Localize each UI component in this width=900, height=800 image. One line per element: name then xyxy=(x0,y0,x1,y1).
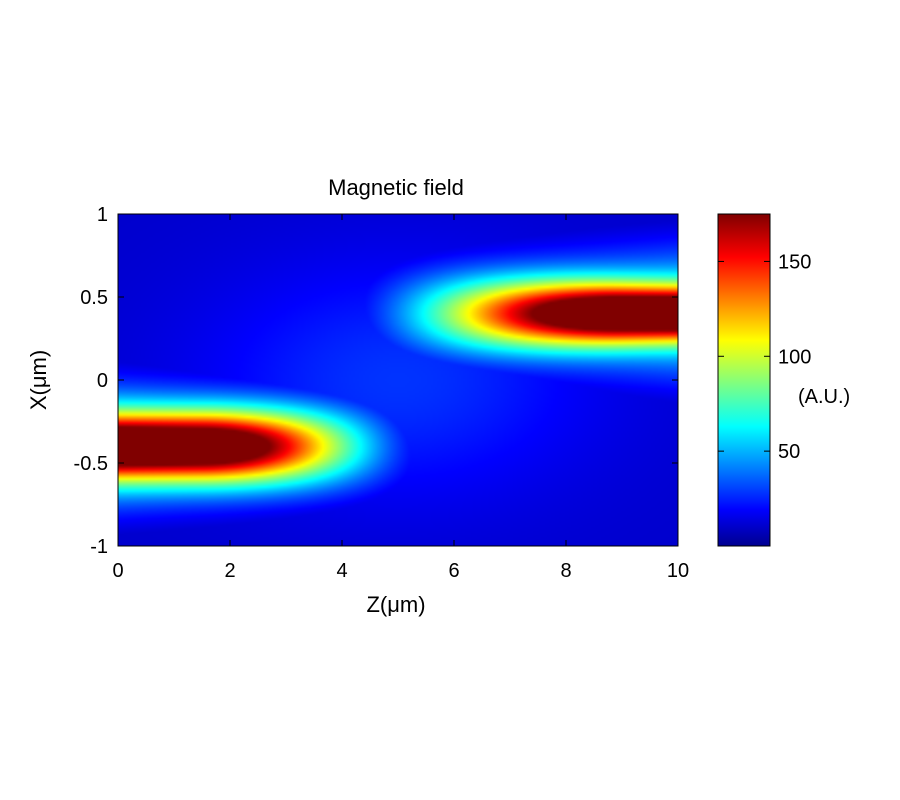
plot-area xyxy=(118,214,678,546)
x-tick-label: 0 xyxy=(112,560,123,582)
x-tick-label: 10 xyxy=(667,560,689,582)
x-tick-label: 2 xyxy=(224,560,235,582)
x-tick-label: 6 xyxy=(448,560,459,582)
x-tick-label: 8 xyxy=(560,560,571,582)
colorbar-tick-label: 100 xyxy=(778,346,811,368)
y-tick-label: -0.5 xyxy=(74,453,108,475)
y-tick-label: 0.5 xyxy=(80,287,108,309)
x-axis: 0 2 4 6 8 10 xyxy=(112,214,689,582)
colorbar xyxy=(717,213,771,547)
colorbar-tick-label: 150 xyxy=(778,251,811,273)
x-axis-label: Z(μm) xyxy=(366,592,425,617)
x-tick-label: 4 xyxy=(336,560,347,582)
y-axis: 1 0.5 0 -0.5 -1 xyxy=(74,204,678,558)
colorbar-label: (A.U.) xyxy=(798,386,850,408)
y-axis-label: X(μm) xyxy=(26,350,51,410)
colorbar-tick-label: 50 xyxy=(778,441,800,463)
heatmap-image xyxy=(118,214,678,546)
chart-title: Magnetic field xyxy=(328,175,464,200)
y-tick-label: 1 xyxy=(97,204,108,226)
y-tick-label: -1 xyxy=(90,536,108,558)
y-tick-label: 0 xyxy=(97,370,108,392)
colorbar-axis: 50 100 150 xyxy=(718,251,811,463)
